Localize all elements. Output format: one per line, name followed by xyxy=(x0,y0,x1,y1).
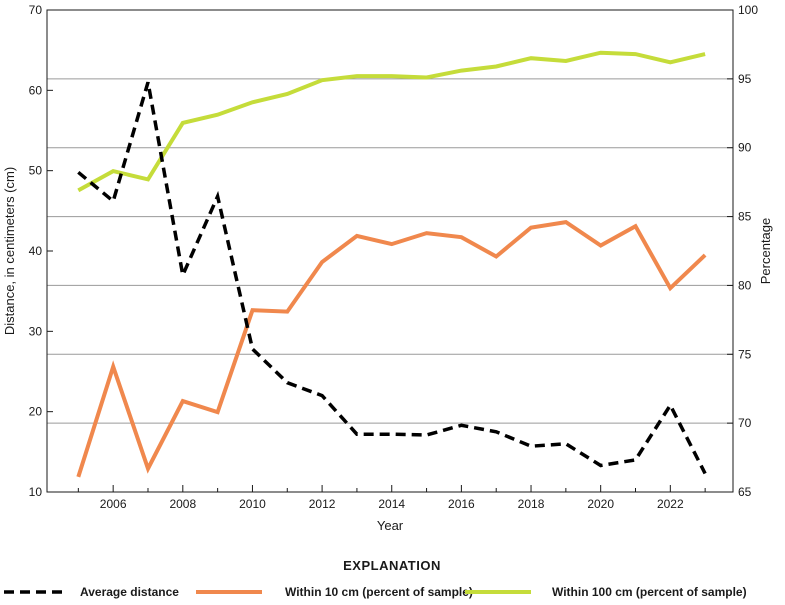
legend-label-average-distance: Average distance xyxy=(80,585,179,599)
x-axis-ticks: 2006 2008 2010 2012 2014 2016 2018 2020 2022 xyxy=(77,485,706,511)
right-tick-label-80: 80 xyxy=(738,278,752,292)
x-tick-label-2016: 2016 xyxy=(448,497,475,511)
plot-axes xyxy=(46,9,734,493)
x-tick-label-2022: 2022 xyxy=(657,497,684,511)
legend: EXPLANATION Average distance Within 10 c… xyxy=(4,558,747,599)
x-tick-label-2014: 2014 xyxy=(378,497,405,511)
right-tick-label-75: 75 xyxy=(738,347,752,361)
x-tick-label-2006: 2006 xyxy=(100,497,127,511)
plot-frame xyxy=(46,9,734,493)
left-tick-label-70: 70 xyxy=(29,3,43,17)
left-tick-label-40: 40 xyxy=(29,244,43,258)
left-axis-title: Distance, in centimeters (cm) xyxy=(2,167,17,335)
right-tick-label-95: 95 xyxy=(738,72,752,86)
x-axis-title: Year xyxy=(377,518,404,533)
grid-lines xyxy=(47,78,733,424)
x-tick-label-2018: 2018 xyxy=(518,497,545,511)
series-line-within-100-cm-percent-of-sample xyxy=(77,50,706,193)
left-tick-label-10: 10 xyxy=(29,485,43,499)
plot-series xyxy=(76,50,707,478)
left-tick-label-50: 50 xyxy=(29,164,43,178)
x-tick-label-2008: 2008 xyxy=(169,497,196,511)
series-line-within-10-cm-percent-of-sample xyxy=(76,220,707,478)
left-tick-label-60: 60 xyxy=(29,83,43,97)
right-tick-label-90: 90 xyxy=(738,141,752,155)
right-tick-label-100: 100 xyxy=(738,3,758,17)
x-tick-label-2010: 2010 xyxy=(239,497,266,511)
right-tick-label-85: 85 xyxy=(738,210,752,224)
right-tick-label-70: 70 xyxy=(738,416,752,430)
right-axis-ticks: 65 70 75 80 85 90 95 100 xyxy=(727,3,758,499)
legend-title: EXPLANATION xyxy=(343,558,441,573)
left-axis-ticks: 10 20 30 40 50 60 70 xyxy=(29,3,53,499)
left-tick-label-20: 20 xyxy=(29,405,43,419)
right-tick-label-65: 65 xyxy=(738,485,752,499)
legend-label-within-100cm: Within 100 cm (percent of sample) xyxy=(552,585,747,599)
series-line-average-distance xyxy=(77,81,707,475)
left-tick-label-30: 30 xyxy=(29,324,43,338)
x-tick-label-2012: 2012 xyxy=(309,497,336,511)
legend-label-within-10cm: Within 10 cm (percent of sample) xyxy=(285,585,473,599)
right-axis-title: Percentage xyxy=(758,218,773,285)
x-tick-label-2020: 2020 xyxy=(587,497,614,511)
